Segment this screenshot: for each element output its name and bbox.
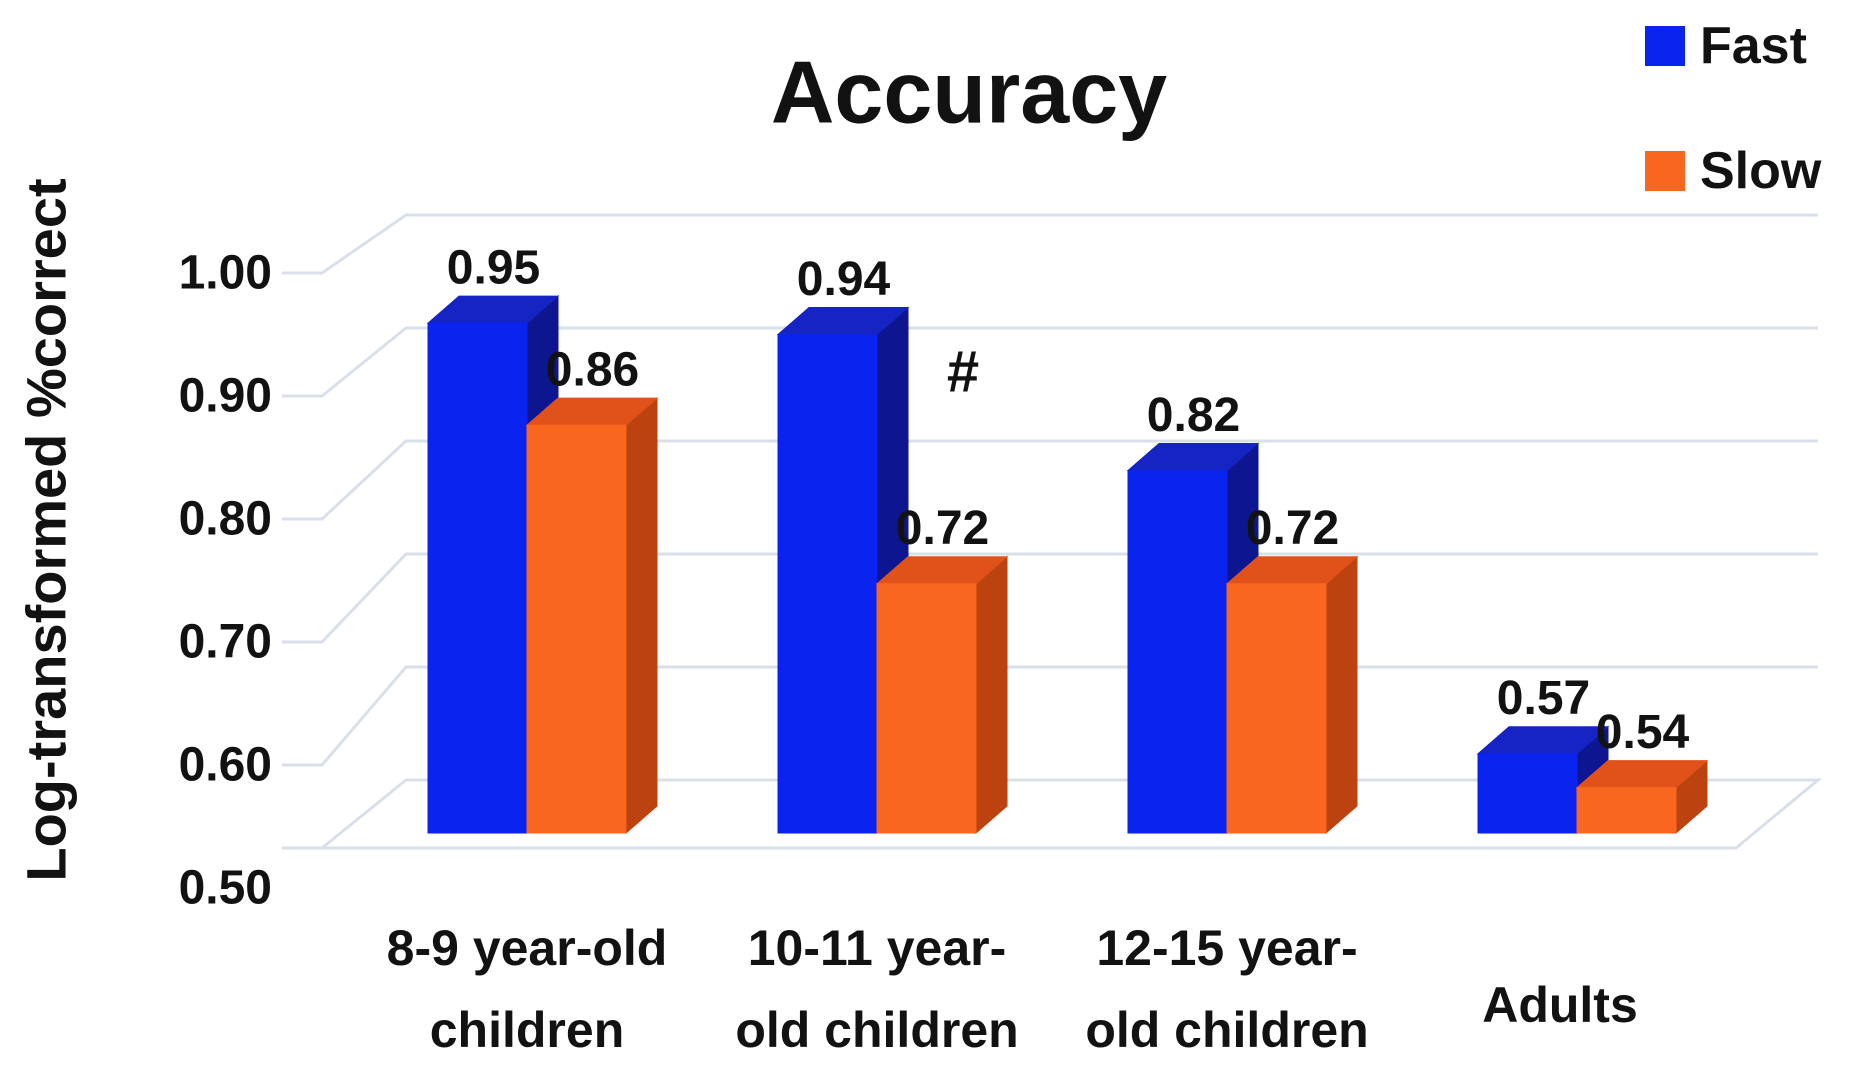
- category-label-line: 12-15 year-: [1096, 920, 1357, 976]
- gridline: [282, 439, 1818, 521]
- fast-value-label: 0.57: [1497, 672, 1590, 725]
- bar-fast-front-face: [777, 333, 878, 834]
- gridline: [282, 665, 1818, 767]
- category-label-line: old children: [735, 1002, 1018, 1058]
- bar-slow-side-face: [1325, 555, 1358, 835]
- fast-value-label: 0.82: [1147, 389, 1240, 442]
- bar-slow-front-face: [876, 583, 977, 834]
- bar-slow-front-face: [1226, 583, 1327, 834]
- bar-slow-side-face: [975, 555, 1008, 835]
- legend-swatch-fast: [1645, 26, 1685, 66]
- slow-value-label: 0.86: [546, 344, 639, 397]
- y-tick-label: 0.50: [179, 862, 272, 915]
- fast-value-label: 0.94: [797, 253, 891, 306]
- y-tick-label: 1.00: [179, 247, 272, 300]
- bar-fast-front-face: [1477, 753, 1578, 834]
- y-tick-label: 0.90: [179, 370, 272, 423]
- category-label: Adults: [1482, 977, 1638, 1033]
- category-label-line: children: [430, 1002, 624, 1058]
- bar-fast-front-face: [427, 322, 528, 834]
- bar-slow-front-face: [1576, 787, 1677, 834]
- legend-label-fast: Fast: [1700, 17, 1807, 75]
- category-label-line: old children: [1085, 1002, 1368, 1058]
- y-tick-label: 0.60: [179, 739, 272, 792]
- slow-value-label: 0.72: [896, 502, 989, 555]
- gridline: [282, 552, 1818, 644]
- significance-hash-annotation: #: [947, 340, 979, 405]
- gridline: [282, 213, 1818, 275]
- slow-value-label: 0.54: [1596, 706, 1690, 759]
- category-label-line: 10-11 year-: [748, 920, 1007, 976]
- legend-swatch-slow: [1645, 151, 1685, 191]
- fast-value-label: 0.95: [447, 242, 540, 295]
- bar-slow-front-face: [526, 424, 627, 834]
- category-label-line: 8-9 year-old: [387, 920, 668, 976]
- y-tick-label: 0.80: [179, 493, 272, 546]
- gridline: [282, 326, 1818, 398]
- bar-fast-front-face: [1127, 469, 1228, 834]
- bar-slow-side-face: [625, 397, 658, 835]
- chart-floor: [317, 778, 1823, 850]
- slow-value-label: 0.72: [1246, 502, 1339, 555]
- y-tick-label: 0.70: [179, 616, 272, 669]
- legend-label-slow: Slow: [1700, 142, 1822, 200]
- chart-title: Accuracy: [771, 43, 1167, 142]
- y-axis-title: Log-transformed %correct: [15, 178, 78, 881]
